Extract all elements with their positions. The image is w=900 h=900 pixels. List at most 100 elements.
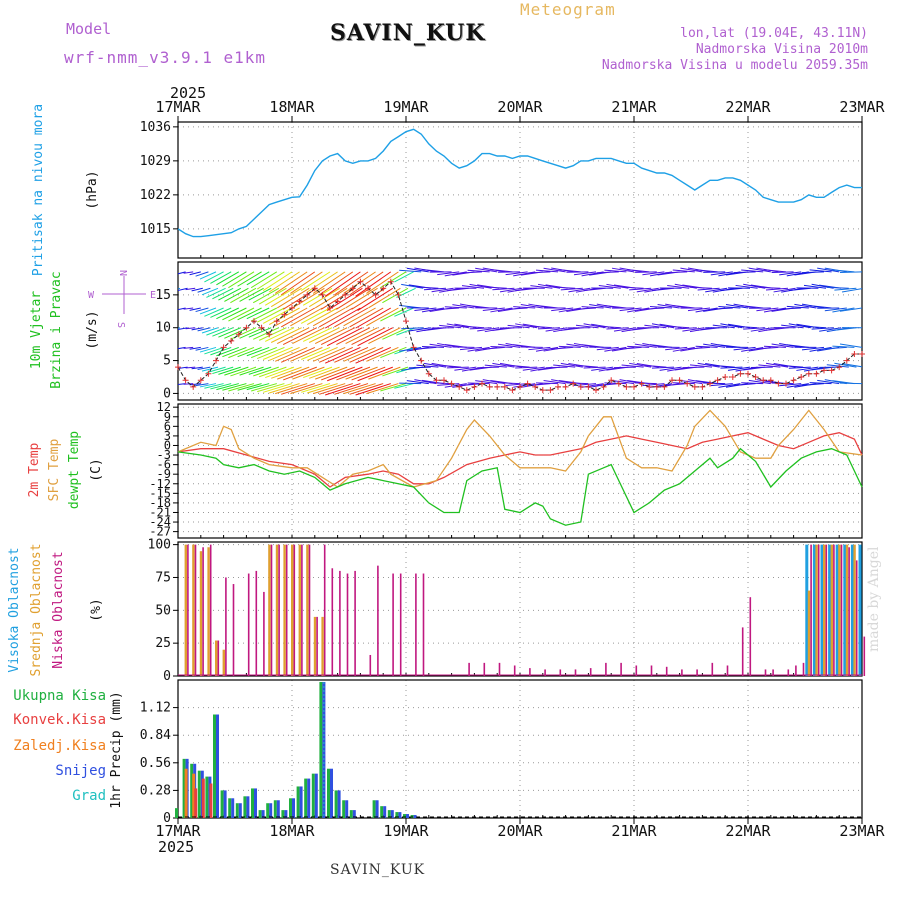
wind-arrow <box>748 267 771 273</box>
wind-arrow <box>781 324 804 329</box>
wind-arrow <box>560 287 583 291</box>
wind-arrow <box>583 323 606 329</box>
wind-arrow <box>817 379 840 385</box>
wind-speed-mark <box>479 380 485 387</box>
wind-arrow <box>183 346 194 349</box>
wind-speed-mark <box>387 278 394 285</box>
low-cloud-bar <box>513 665 516 676</box>
wind-arrow <box>308 327 340 343</box>
wind-arrow <box>315 366 348 380</box>
low-cloud-bar <box>855 560 858 676</box>
wind-arrow <box>256 307 285 323</box>
wind-arrow <box>598 325 621 329</box>
wind-speed-mark <box>418 357 425 364</box>
wind-arrow <box>396 327 416 336</box>
wind-arrow <box>832 345 855 348</box>
wind-arrow <box>583 366 606 369</box>
compass-n: N <box>117 270 128 276</box>
wind-arrow <box>741 346 764 352</box>
wind-arrow <box>199 383 217 388</box>
wind-arrow <box>817 267 840 273</box>
precip-unit: 1hr Precip (mm) <box>109 691 124 808</box>
model-name: wrf-nmm_v3.9.1 e1km <box>64 48 267 67</box>
wind-arrow <box>801 271 825 274</box>
wind-arrow <box>280 307 316 328</box>
wind-arrow <box>619 346 642 350</box>
wind-arrow <box>257 383 285 393</box>
wind-arrow <box>326 287 363 312</box>
high-cloud-bar <box>843 544 847 676</box>
mid-cloud-bar <box>838 544 841 676</box>
wind-arrow <box>394 383 414 389</box>
frz-precip-bar <box>184 768 188 818</box>
wind-arrow <box>189 271 201 276</box>
wind-arrow <box>794 303 817 309</box>
wind-speed-mark <box>281 311 288 318</box>
y-tick-label: 25 <box>155 636 171 651</box>
high-cloud-bar <box>812 544 816 676</box>
wind-speed-mark <box>266 331 273 338</box>
wind-arrow <box>199 307 217 315</box>
low-cloud-bar <box>749 597 752 676</box>
wind-arrow <box>318 271 354 296</box>
wind-arrow <box>824 307 847 312</box>
low-cloud-bar <box>635 665 638 676</box>
wind-arrow <box>497 343 521 348</box>
total-precip-bar <box>281 810 285 818</box>
wind-arrow <box>575 324 599 329</box>
wind-arrow <box>382 327 409 340</box>
wind-arrow <box>741 305 764 309</box>
wind-arrow <box>206 287 226 298</box>
wind-arrow <box>290 383 323 395</box>
wind-arrow <box>197 287 211 293</box>
wind-arrow <box>604 269 627 273</box>
temp-sfc-line <box>177 409 863 488</box>
x-tick-label-bottom: 23MAR <box>839 822 885 840</box>
wind-arrow <box>560 362 583 368</box>
wind-arrow <box>781 364 804 368</box>
total-precip-bar <box>403 814 406 818</box>
y-tick-label: 0 <box>163 386 171 401</box>
wind-arrow <box>210 271 232 284</box>
mid-cloud-bar <box>268 544 271 676</box>
wind-arrow <box>178 307 186 311</box>
wind-arrow <box>649 306 673 309</box>
total-precip-bar <box>311 773 315 818</box>
wind-speed-mark <box>562 383 569 390</box>
low-cloud-bar <box>247 573 250 676</box>
wind-arrow <box>545 327 568 332</box>
wind-arrow <box>581 383 604 388</box>
wind-arrow <box>276 327 310 345</box>
wind-speed-mark <box>821 367 827 374</box>
wind-arrow <box>399 269 422 273</box>
snow-bar <box>276 800 280 818</box>
wind-speed-mark <box>213 357 219 364</box>
wind-arrow <box>252 327 280 340</box>
wind-arrow <box>368 287 401 309</box>
mid-cloud-bar <box>291 544 294 676</box>
wind-arrow <box>355 307 392 329</box>
wind-arrow <box>507 364 530 368</box>
total-precip-bar <box>296 786 300 818</box>
total-precip-bar <box>349 810 353 818</box>
wind-arrow <box>250 271 278 289</box>
wind-arrow <box>651 323 675 329</box>
low-cloud-bar <box>187 544 189 676</box>
wind-arrow <box>312 271 346 294</box>
y-tick-label: -9 <box>157 467 171 481</box>
wind-arrow <box>199 271 217 280</box>
mid-cloud-bar <box>215 640 218 676</box>
wind-speed-mark <box>760 377 767 384</box>
wind-arrow <box>674 327 697 330</box>
wind-arrow <box>505 307 528 310</box>
wind-arrow <box>695 345 718 348</box>
wind-arrow <box>665 271 688 274</box>
pressure-unit: (hPa) <box>85 170 100 209</box>
mid-cloud-bar <box>283 544 286 676</box>
x-tick-label-bottom: 22MAR <box>725 822 771 840</box>
y-tick-label: 100 <box>148 538 171 553</box>
wind-arrow <box>195 346 209 351</box>
wind-speed-mark <box>532 383 539 390</box>
wind-speed-mark <box>319 291 326 298</box>
wind-arrow <box>703 343 726 348</box>
